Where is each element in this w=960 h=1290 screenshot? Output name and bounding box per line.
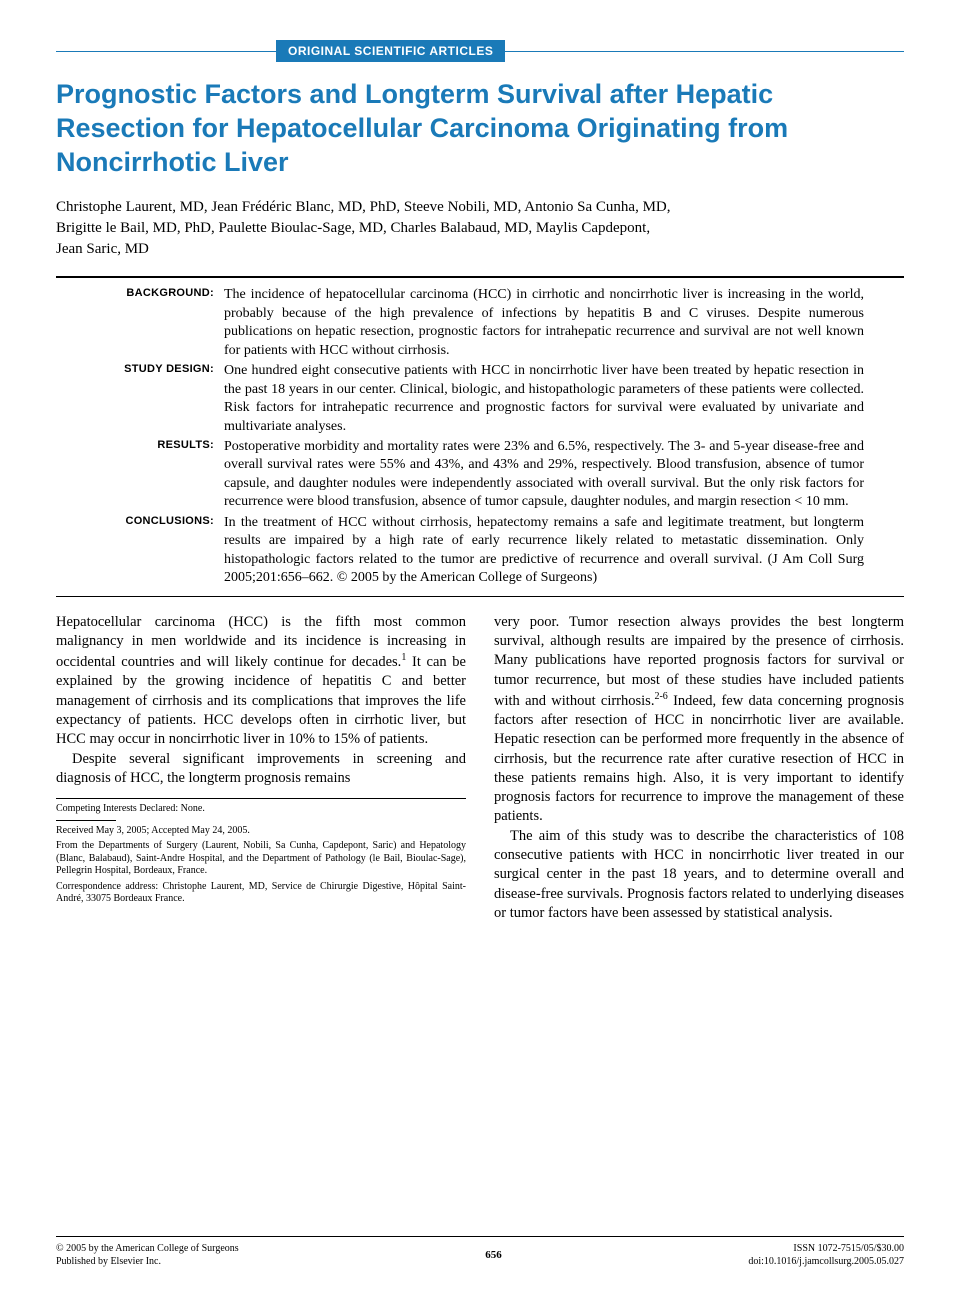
page-footer: © 2005 by the American College of Surgeo… — [56, 1236, 904, 1268]
abstract-study-design-row: STUDY DESIGN: One hundred eight consecut… — [96, 362, 864, 436]
structured-abstract: BACKGROUND: The incidence of hepatocellu… — [56, 286, 904, 588]
abstract-results-label: RESULTS: — [96, 438, 224, 512]
body-paragraph-2: Despite several significant improvements… — [56, 750, 466, 789]
abstract-top-rule — [56, 276, 904, 278]
footer-left: © 2005 by the American College of Surgeo… — [56, 1242, 239, 1268]
received-accepted: Received May 3, 2005; Accepted May 24, 2… — [56, 825, 466, 838]
abstract-background-text: The incidence of hepatocellular carcinom… — [224, 286, 864, 360]
body-paragraph-1: Hepatocellular carcinoma (HCC) is the fi… — [56, 613, 466, 750]
footnote-separator — [56, 820, 116, 821]
affiliations: From the Departments of Surgery (Laurent… — [56, 840, 466, 878]
copyright-text: © 2005 by the American College of Surgeo… — [56, 1243, 239, 1254]
abstract-bottom-rule — [56, 596, 904, 597]
abstract-background-row: BACKGROUND: The incidence of hepatocellu… — [96, 286, 864, 360]
abstract-study-design-text: One hundred eight consecutive patients w… — [224, 362, 864, 436]
abstract-conclusions-text: In the treatment of HCC without cirrhosi… — [224, 514, 864, 588]
issn-text: ISSN 1072-7515/05/$30.00 — [793, 1243, 904, 1254]
abstract-study-design-label: STUDY DESIGN: — [96, 362, 224, 436]
article-title: Prognostic Factors and Longterm Survival… — [56, 78, 904, 179]
footer-right: ISSN 1072-7515/05/$30.00 doi:10.1016/j.j… — [748, 1242, 904, 1268]
author-list: Christophe Laurent, MD, Jean Frédéric Bl… — [56, 197, 904, 260]
authors-line-2: Brigitte le Bail, MD, PhD, Paulette Biou… — [56, 220, 650, 236]
competing-interests: Competing Interests Declared: None. — [56, 803, 466, 816]
footnote-rule — [56, 798, 466, 799]
authors-line-1: Christophe Laurent, MD, Jean Frédéric Bl… — [56, 199, 671, 215]
abstract-conclusions-row: CONCLUSIONS: In the treatment of HCC wit… — [96, 514, 864, 588]
citation-2-6: 2-6 — [654, 691, 667, 702]
section-banner: ORIGINAL SCIENTIFIC ARTICLES — [56, 40, 904, 62]
section-label: ORIGINAL SCIENTIFIC ARTICLES — [276, 40, 505, 62]
abstract-conclusions-label: CONCLUSIONS: — [96, 514, 224, 588]
abstract-background-label: BACKGROUND: — [96, 286, 224, 360]
body-columns: Hepatocellular carcinoma (HCC) is the fi… — [56, 613, 904, 923]
publisher-text: Published by Elsevier Inc. — [56, 1256, 161, 1267]
page-number: 656 — [485, 1248, 502, 1262]
footnote-block: Competing Interests Declared: None. Rece… — [56, 798, 466, 906]
banner-rule-left — [56, 51, 276, 52]
body-p3-cont: Indeed, few data concerning prognosis fa… — [494, 693, 904, 825]
abstract-results-text: Postoperative morbidity and mortality ra… — [224, 438, 864, 512]
authors-line-3: Jean Saric, MD — [56, 241, 149, 257]
abstract-results-row: RESULTS: Postoperative morbidity and mor… — [96, 438, 864, 512]
body-paragraph-3: very poor. Tumor resection always provid… — [494, 613, 904, 827]
doi-text: doi:10.1016/j.jamcollsurg.2005.05.027 — [748, 1256, 904, 1267]
banner-rule-right — [505, 51, 904, 52]
correspondence-address: Correspondence address: Christophe Laure… — [56, 881, 466, 906]
body-paragraph-4: The aim of this study was to describe th… — [494, 827, 904, 923]
